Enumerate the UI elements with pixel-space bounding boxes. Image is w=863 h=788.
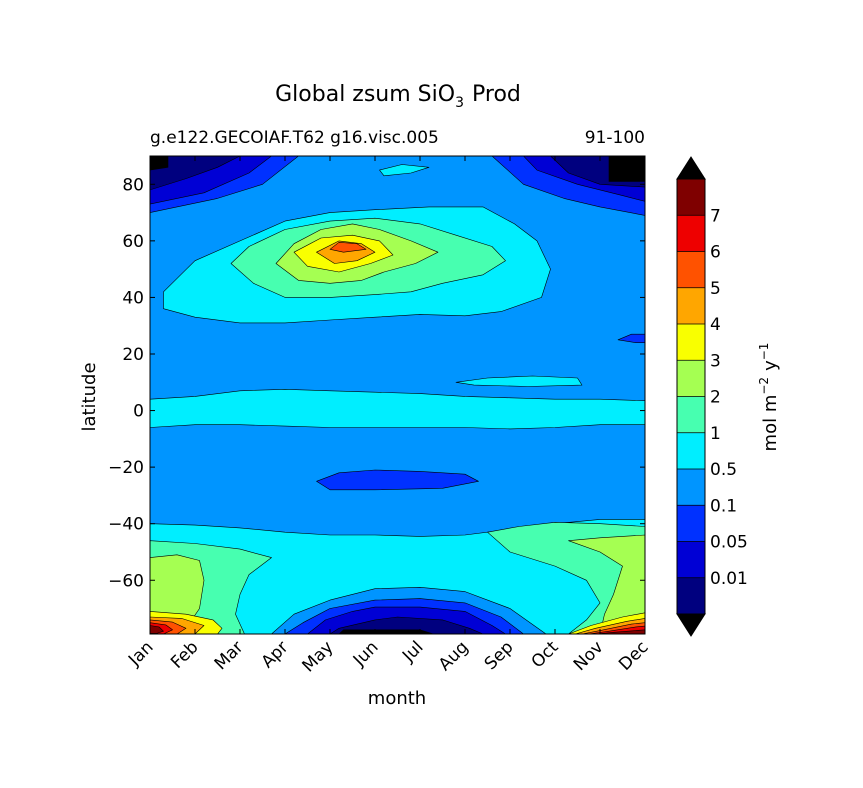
colorbar-swatch xyxy=(677,505,705,542)
x-tick-label: Apr xyxy=(258,637,293,672)
colorbar-label: mol m−2 y−1 xyxy=(757,343,781,452)
colorbar-tick-label: 6 xyxy=(710,243,721,263)
contour-region-north-bloom-peak xyxy=(329,242,367,253)
plot-frame xyxy=(149,155,646,635)
y-tick-label: 60 xyxy=(122,232,144,252)
colorbar-swatch xyxy=(677,251,705,288)
contour-region-equatorial-band xyxy=(150,388,645,430)
colorbar-over-arrow xyxy=(676,156,706,180)
contour-plot-area xyxy=(150,156,645,634)
y-tick-label: 20 xyxy=(122,345,144,365)
colorbar-label-exp2: −1 xyxy=(757,343,771,361)
colorbar-swatch xyxy=(677,287,705,324)
title-subscript: 3 xyxy=(455,95,464,111)
contour-region-south-polar-under xyxy=(338,629,434,634)
chart-title: Global zsum SiO3 Prod xyxy=(275,82,521,111)
y-axis-label: latitude xyxy=(79,362,100,431)
x-axis-label: month xyxy=(368,688,426,709)
colorbar-label-exp1: −2 xyxy=(757,377,771,395)
contour-region-south-dec-bloom-peak xyxy=(595,629,645,634)
colorbar-tick-label: 0.1 xyxy=(710,496,737,516)
y-tick-label: 0 xyxy=(133,402,144,422)
y-axis: 80 60 40 20 0 −20 −40 −60 xyxy=(108,175,645,591)
x-tick-label: Nov xyxy=(570,637,608,675)
colorbar-swatch xyxy=(677,469,705,506)
x-tick-label: Feb xyxy=(167,637,202,672)
colorbar-swatch xyxy=(677,577,705,614)
x-tick-label: Mar xyxy=(211,637,248,674)
subtitle-left: g.e122.GECOIAF.T62 g16.visc.005 xyxy=(150,128,439,148)
title-suffix: Prod xyxy=(472,82,521,107)
colorbar-tick-label: 0.05 xyxy=(710,533,748,553)
x-tick-label: Aug xyxy=(435,637,473,675)
y-tick-label: −40 xyxy=(108,515,144,535)
contour-region-south-subtropic-low xyxy=(316,469,479,491)
colorbar-swatch xyxy=(677,541,705,578)
colorbar-tick-label: 2 xyxy=(710,388,721,408)
colorbar-swatch xyxy=(677,396,705,433)
y-tick-label: 80 xyxy=(122,175,144,195)
colorbar-tick-label: 0.5 xyxy=(710,460,737,480)
contour-region-east-pacific-low xyxy=(617,333,645,344)
x-tick-label: Oct xyxy=(528,637,563,672)
x-tick-label: Jun xyxy=(349,637,383,671)
colorbar-label-time: y xyxy=(760,360,781,371)
contour-region-arctic-cyan-strip xyxy=(379,164,430,177)
y-tick-label: 40 xyxy=(122,288,144,308)
subtitle-right: 91-100 xyxy=(585,128,645,148)
contour-region-north-minimum xyxy=(150,156,241,191)
colorbar-label-unit: mol m xyxy=(760,395,781,452)
colorbar-swatch xyxy=(677,432,705,469)
colorbar-swatch xyxy=(677,179,705,216)
x-tick-label: Jan xyxy=(124,637,157,670)
colorbar-swatch xyxy=(677,360,705,397)
x-tick-label: Sep xyxy=(481,637,518,674)
colorbar-tick-label: 4 xyxy=(710,315,721,335)
contour-region-south-jan-bloom-peak xyxy=(150,625,164,634)
colorbar-tick-label: 7 xyxy=(710,206,721,226)
x-tick-label: May xyxy=(299,637,338,676)
colorbar-tick-label: 3 xyxy=(710,351,721,371)
colorbar-tick-label: 5 xyxy=(710,279,721,299)
contour-region-north-under-range xyxy=(150,156,169,171)
colorbar: 0.01 0.05 0.1 0.5 1 2 3 4 5 6 7 xyxy=(676,156,748,637)
x-tick-label: Jul xyxy=(398,637,427,666)
x-tick-label: Dec xyxy=(615,637,652,674)
colorbar-tick-label: 0.01 xyxy=(710,569,748,589)
colorbar-swatch xyxy=(677,324,705,361)
colorbar-tick-label: 1 xyxy=(710,424,721,444)
title-main: Global zsum SiO xyxy=(275,82,455,107)
y-tick-label: −60 xyxy=(108,571,144,591)
contour-region-north-equatorial-streak xyxy=(455,375,583,387)
colorbar-under-arrow xyxy=(676,613,706,637)
contour-region-north-under-range-dec xyxy=(608,156,645,182)
y-tick-label: −20 xyxy=(108,458,144,478)
colorbar-swatch xyxy=(677,215,705,252)
